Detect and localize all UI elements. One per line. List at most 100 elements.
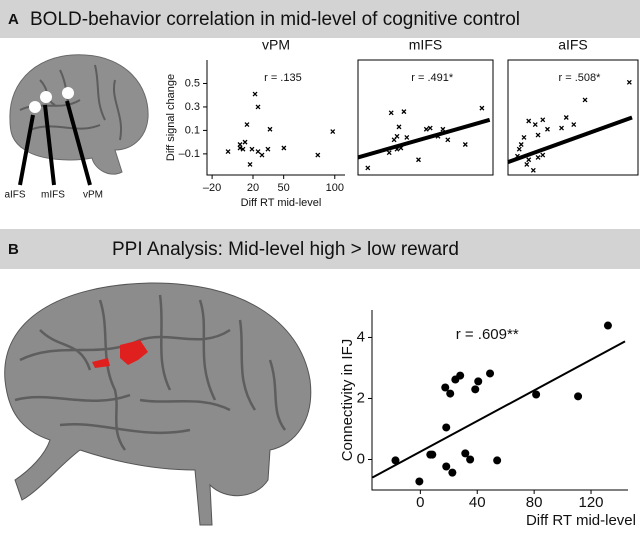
x-tick-label: 120 [579,494,604,511]
point [365,165,371,171]
plot-frame [357,59,494,176]
panel-label: B [8,241,19,258]
x-axis-label: Diff RT mid-level [241,197,322,209]
x-tick-label: 80 [526,494,543,511]
annotation: r = .508* [559,72,602,84]
point [281,145,287,151]
point [265,146,271,152]
y-tick-label: 0 [357,450,365,467]
point [571,122,577,128]
annotation: r = .609** [456,326,519,343]
point [398,145,404,151]
point [603,321,612,330]
point [526,157,532,163]
point [394,146,400,152]
point [401,109,407,115]
point [242,139,248,145]
point [442,423,451,432]
point [466,455,475,464]
y-tick-label: 0.1 [185,124,200,136]
point [445,137,451,143]
point [247,161,253,167]
point [626,79,632,85]
point [559,125,565,131]
point [330,129,336,135]
x-tick-label: –20 [203,182,221,194]
point [394,133,400,139]
point [255,149,261,154]
point [255,104,261,110]
axes-frame [371,310,628,491]
point [486,369,495,378]
point [427,125,433,131]
point [456,371,465,380]
point [574,392,583,401]
point [435,133,441,139]
point [526,118,532,124]
point [545,126,550,132]
panel-header [0,0,640,38]
x-axis-label: Diff RT mid-level [526,512,636,529]
x-tick-label: 40 [469,494,486,511]
point [532,122,538,128]
point [524,161,530,167]
point [514,153,520,159]
chart-title: vPM [262,37,290,53]
fit-line [371,340,626,479]
point [415,477,424,486]
fit-line [357,117,491,160]
chart-title: mIFS [409,37,442,53]
x-tick-label: 0 [416,494,424,511]
plot-frame [507,59,639,176]
x-tick-label: 20 [247,182,259,194]
point [530,167,536,173]
point [540,117,546,123]
y-tick-label: –0.1 [179,148,200,160]
y-tick-label: 2 [357,389,365,406]
panel-label: A [8,11,19,28]
point [440,126,446,132]
point [448,468,457,477]
point [423,126,429,132]
point [396,124,402,130]
point [240,146,246,152]
point [416,157,421,163]
point [225,149,231,154]
point [535,132,541,138]
point [563,115,569,120]
y-tick-label: 0.5 [185,77,200,89]
y-axis-label: Diff signal change [165,74,177,161]
point [237,145,243,151]
point [462,142,468,147]
annotation: r = .135 [264,72,302,84]
point [540,152,546,158]
brain-large [4,282,312,526]
point [442,462,451,471]
x-tick-label: 100 [326,182,344,194]
point [428,450,437,459]
point [404,134,410,140]
point [446,389,455,398]
point [391,456,400,465]
brain-label: mIFS [41,190,65,201]
brain-label: aIFS [4,190,25,201]
point [267,126,273,132]
brain-small: aIFS mIFS vPM [4,54,149,201]
point [386,150,392,156]
point [249,146,255,152]
x-tick-label: 50 [278,182,290,194]
panel-title: PPI Analysis: Mid-level high > low rewar… [112,239,459,260]
point [474,377,483,386]
axes-frame [206,60,345,176]
point [441,383,450,392]
panel-title: BOLD-behavior correlation in mid-level o… [30,9,520,30]
point [535,154,541,160]
point [244,122,250,128]
point [521,134,527,140]
point [582,97,588,103]
point [479,105,485,111]
point [388,110,394,116]
point [461,449,470,458]
